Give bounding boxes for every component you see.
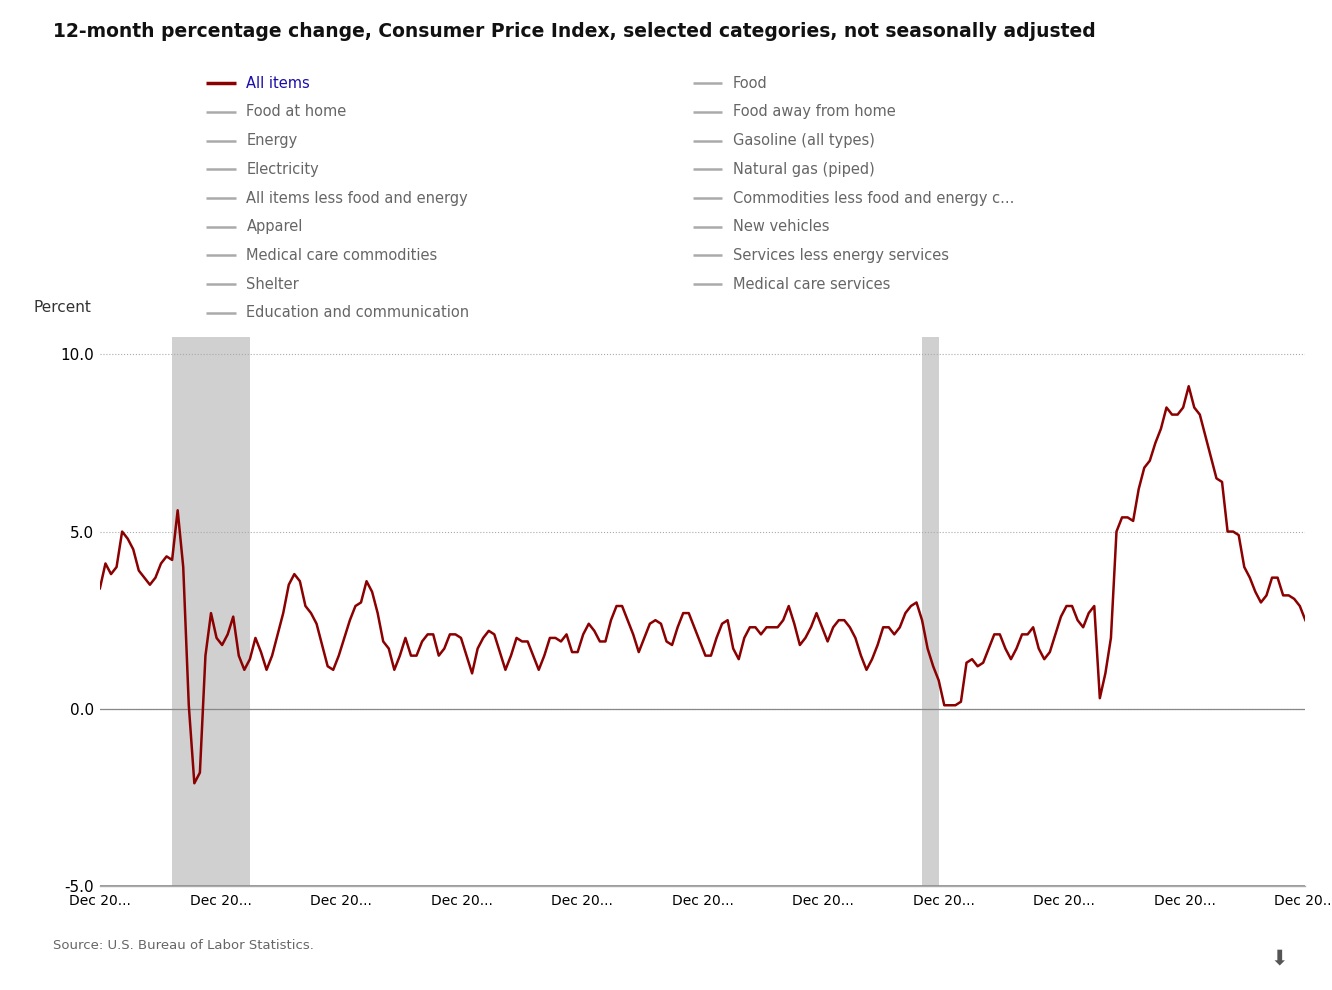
Text: ⬇: ⬇: [1271, 948, 1288, 968]
Text: Education and communication: Education and communication: [246, 305, 470, 321]
Bar: [172, 337, 250, 886]
Text: All items: All items: [246, 75, 310, 91]
Bar: [922, 337, 939, 886]
Text: Natural gas (piped): Natural gas (piped): [733, 161, 874, 177]
Text: Commodities less food and energy c...: Commodities less food and energy c...: [733, 190, 1014, 206]
Text: Medical care commodities: Medical care commodities: [246, 248, 438, 263]
Text: New vehicles: New vehicles: [733, 219, 829, 235]
Text: Medical care services: Medical care services: [733, 276, 890, 292]
Text: All items less food and energy: All items less food and energy: [246, 190, 468, 206]
Text: Food at home: Food at home: [246, 104, 346, 120]
Text: Gasoline (all types): Gasoline (all types): [733, 133, 875, 148]
Text: 12-month percentage change, Consumer Price Index, selected categories, not seaso: 12-month percentage change, Consumer Pri…: [53, 22, 1096, 41]
Text: Energy: Energy: [246, 133, 297, 148]
Text: Electricity: Electricity: [246, 161, 320, 177]
Text: Food away from home: Food away from home: [733, 104, 895, 120]
Text: Food: Food: [733, 75, 767, 91]
Text: Shelter: Shelter: [246, 276, 300, 292]
Text: Source: U.S. Bureau of Labor Statistics.: Source: U.S. Bureau of Labor Statistics.: [53, 940, 314, 952]
Text: Services less energy services: Services less energy services: [733, 248, 948, 263]
Text: Apparel: Apparel: [246, 219, 302, 235]
Text: Percent: Percent: [33, 300, 92, 315]
